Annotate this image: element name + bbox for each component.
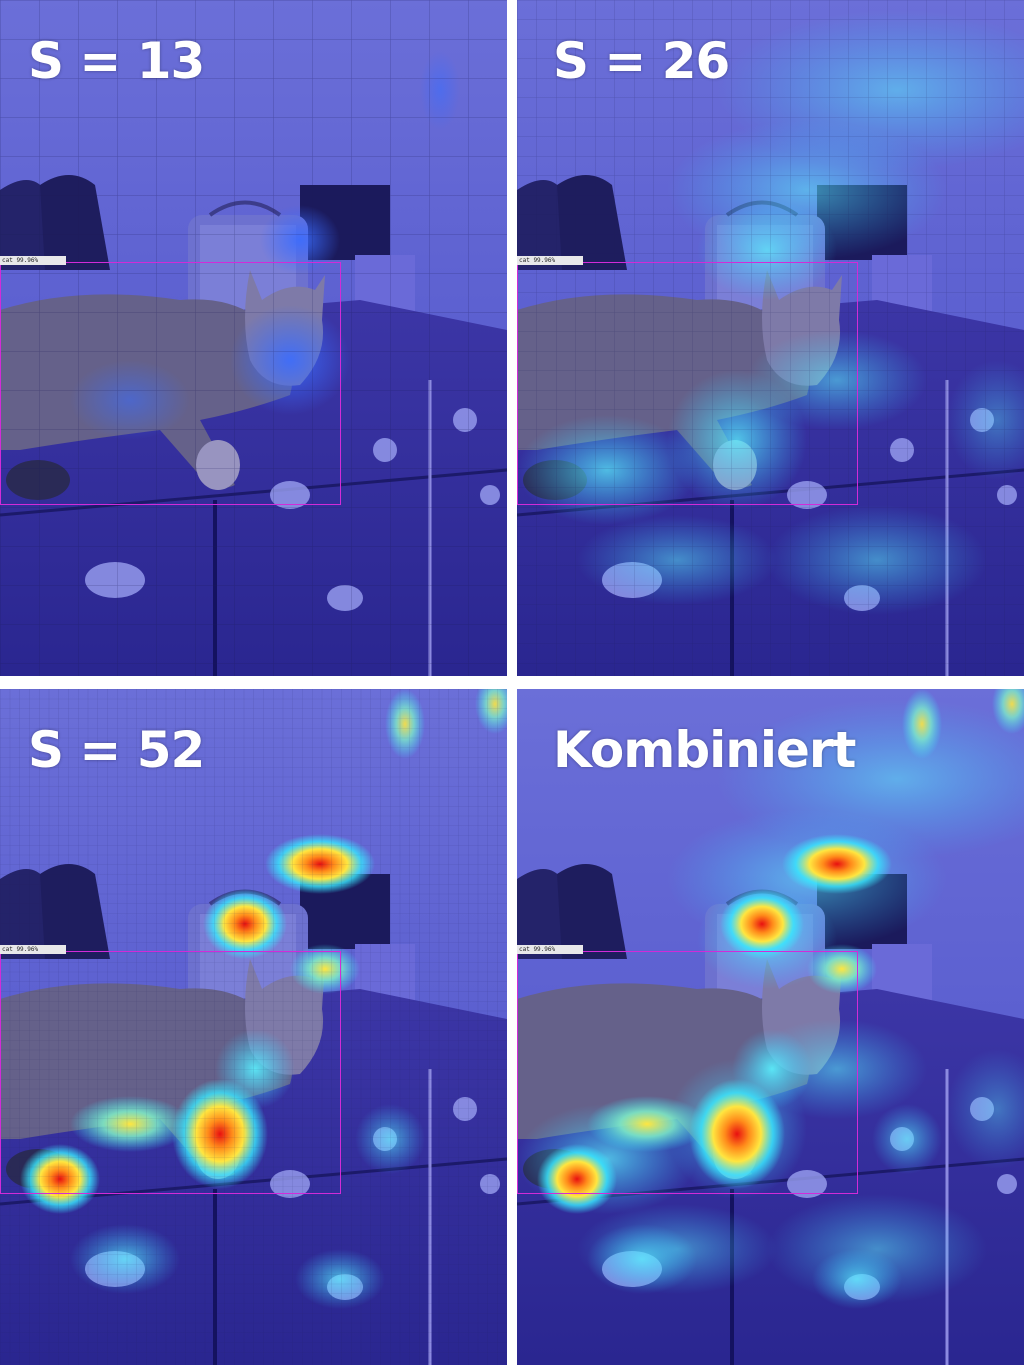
detection-box xyxy=(0,951,341,1194)
panel-title: Kombiniert xyxy=(553,721,856,779)
detection-box xyxy=(517,951,858,1194)
heatmap-panel-combined: cat 99.96% Kombiniert xyxy=(517,689,1024,1365)
heatmap-panel-s26: cat 99.96% S = 26 xyxy=(517,0,1024,676)
detection-label: cat 99.96% xyxy=(0,945,66,954)
detection-box xyxy=(0,262,341,505)
panel-title: S = 13 xyxy=(28,32,205,90)
heatmap-panel-s13: cat 99.96% S = 13 xyxy=(0,0,507,676)
detection-label: cat 99.96% xyxy=(517,945,583,954)
detection-box xyxy=(517,262,858,505)
panel-title: S = 52 xyxy=(28,721,205,779)
heatmap-panel-s52: cat 99.96% S = 52 xyxy=(0,689,507,1365)
detection-label: cat 99.96% xyxy=(517,256,583,265)
panel-title: S = 26 xyxy=(553,32,730,90)
detection-label: cat 99.96% xyxy=(0,256,66,265)
